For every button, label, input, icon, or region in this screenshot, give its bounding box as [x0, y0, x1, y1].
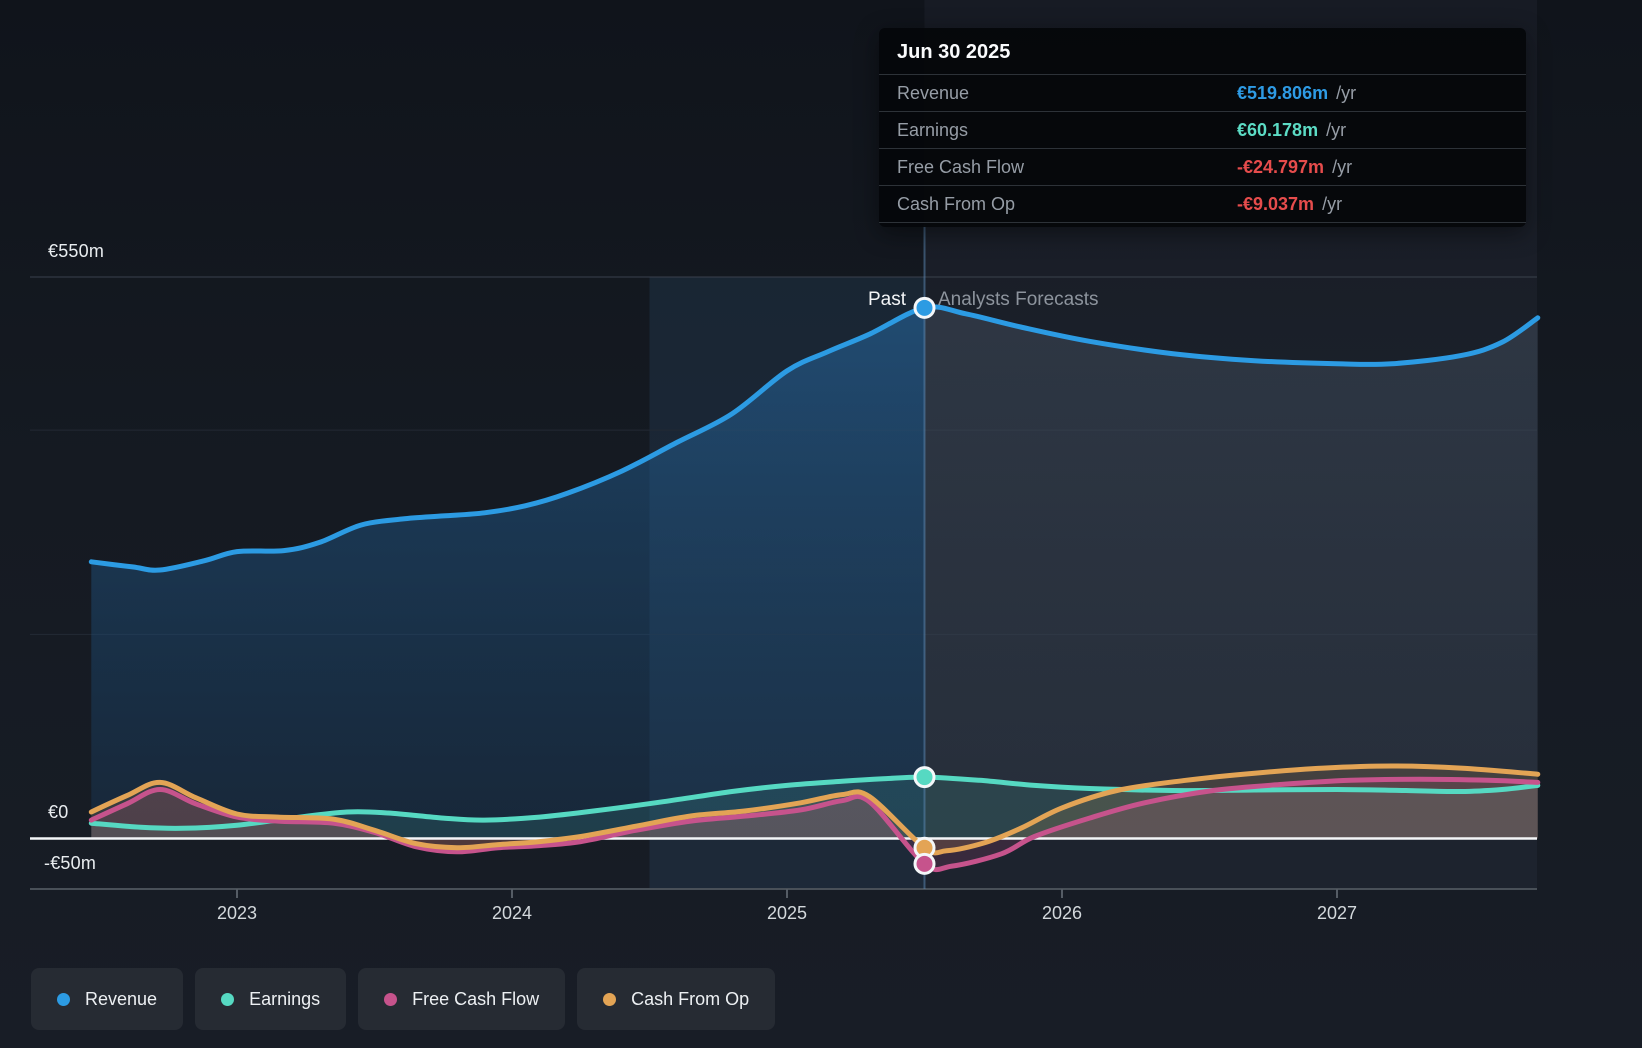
y-axis-label-0: €0 [48, 802, 69, 822]
tooltip-row-free-cash-flow: Free Cash Flow -€24.797m /yr [879, 148, 1526, 185]
x-axis-label-2026: 2026 [1041, 903, 1083, 923]
legend-item-earnings[interactable]: Earnings [195, 968, 347, 1030]
legend-label: Revenue [85, 988, 158, 1009]
legend-label: Earnings [249, 988, 321, 1009]
past-label: Past [867, 289, 906, 310]
x-axis-label-2024: 2024 [491, 903, 533, 923]
legend: Revenue Earnings Free Cash Flow Cash Fro… [31, 968, 776, 1030]
tooltip-row-suffix: /yr [1326, 119, 1347, 140]
cash-from-op-line [88, 763, 1541, 856]
x-axis-label-2027: 2027 [1316, 903, 1358, 923]
tooltip-row-value: €519.806m [1237, 82, 1329, 103]
tooltip-row-suffix: /yr [1332, 156, 1353, 177]
tooltip-row-value: -€24.797m [1237, 156, 1325, 177]
tooltip-row-label: Cash From Op [897, 193, 1016, 214]
revenue-dot-icon [57, 992, 70, 1006]
tooltip-row-suffix: /yr [1322, 193, 1343, 214]
revenue-line [88, 304, 1541, 573]
free-cash-flow-dot-icon [384, 992, 398, 1006]
revenue-marker[interactable] [913, 296, 936, 319]
y-axis-label-neg50m: -€50m [44, 853, 97, 873]
earnings-dot-icon [221, 992, 235, 1006]
earnings-marker[interactable] [913, 766, 936, 789]
free-cash-flow-marker[interactable] [913, 852, 936, 875]
cash-from-op-dot-icon [603, 992, 617, 1006]
tooltip-row-suffix: /yr [1336, 82, 1357, 103]
legend-item-cash-from-op[interactable]: Cash From Op [577, 968, 776, 1030]
tooltip-row-label: Earnings [897, 119, 969, 140]
y-axis-label-550m: €550m [48, 241, 105, 261]
tooltip-row-earnings: Earnings €60.178m /yr [879, 111, 1526, 148]
x-axis-label-2025: 2025 [766, 903, 808, 923]
free-cash-flow-line [88, 776, 1541, 873]
legend-item-free-cash-flow[interactable]: Free Cash Flow [358, 968, 566, 1030]
x-axis-label-2023: 2023 [216, 903, 258, 923]
tooltip-row-cash-from-op: Cash From Op -€9.037m /yr [879, 185, 1526, 223]
legend-label: Free Cash Flow [412, 988, 540, 1009]
tooltip-row-revenue: Revenue €519.806m /yr [879, 74, 1526, 111]
earnings-line [88, 774, 1541, 831]
tooltip-row-value: -€9.037m [1237, 193, 1315, 214]
tooltip: Jun 30 2025 Revenue €519.806m /yr Earnin… [879, 28, 1526, 227]
legend-label: Cash From Op [631, 988, 750, 1009]
tooltip-row-value: €60.178m [1237, 119, 1319, 140]
revenue-area-forecast [924, 306, 1538, 839]
tooltip-date: Jun 30 2025 [897, 41, 1011, 63]
revenue-area-past [91, 307, 925, 839]
analysts-forecasts-label: Analysts Forecasts [938, 289, 1099, 310]
legend-item-revenue[interactable]: Revenue [31, 968, 184, 1030]
tooltip-row-label: Revenue [897, 82, 970, 103]
tooltip-row-label: Free Cash Flow [897, 156, 1025, 177]
